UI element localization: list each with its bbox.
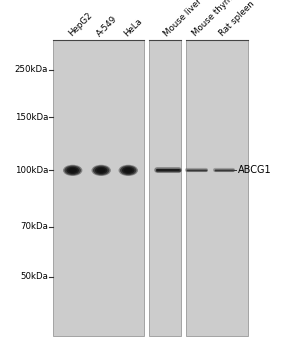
Text: 250kDa: 250kDa — [15, 65, 48, 74]
Text: Rat spleen: Rat spleen — [217, 0, 256, 38]
Ellipse shape — [68, 168, 77, 173]
Bar — [149, 40, 181, 336]
Bar — [53, 40, 144, 336]
Ellipse shape — [64, 166, 81, 175]
Ellipse shape — [119, 165, 138, 176]
Text: 150kDa: 150kDa — [15, 113, 48, 122]
Text: Mouse liver: Mouse liver — [162, 0, 203, 38]
Ellipse shape — [122, 167, 135, 174]
Ellipse shape — [91, 165, 111, 176]
Text: A-549: A-549 — [95, 14, 119, 38]
Text: 70kDa: 70kDa — [20, 222, 48, 231]
Ellipse shape — [97, 168, 105, 173]
Ellipse shape — [120, 166, 137, 175]
Ellipse shape — [124, 168, 133, 173]
Ellipse shape — [93, 166, 109, 175]
Text: 100kDa: 100kDa — [15, 166, 48, 175]
Text: HepG2: HepG2 — [66, 11, 94, 38]
Ellipse shape — [95, 167, 107, 174]
Text: HeLa: HeLa — [122, 17, 144, 38]
Bar — [186, 40, 248, 336]
Text: ABCG1: ABCG1 — [238, 166, 272, 175]
Ellipse shape — [66, 167, 79, 174]
Text: 50kDa: 50kDa — [20, 272, 48, 281]
Text: Mouse thymus: Mouse thymus — [190, 0, 241, 38]
Ellipse shape — [63, 165, 82, 176]
